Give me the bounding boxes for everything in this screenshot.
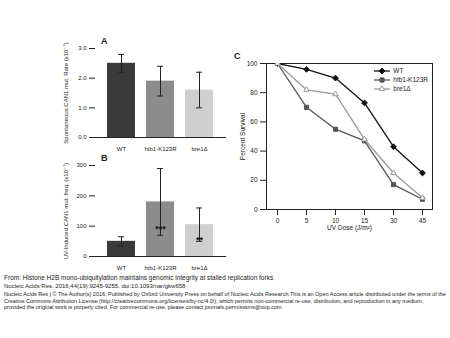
- html-text:From: Histone H2B mono-ubiquit: From: Histone H2B mono-ubiquitylation ma…: [4, 274, 274, 281]
- html-text:Nucleic Acids Res. 2016;44(19): Nucleic Acids Res. 2016;44(19):9245-9255…: [4, 283, 186, 289]
- svg-text:UV-Induced CAN1 mut. freq. (x1: UV-Induced CAN1 mut. freq. (x10⁻⁷): [63, 163, 69, 260]
- svg-text:20: 20: [250, 176, 258, 183]
- svg-text:bre1Δ: bre1Δ: [191, 146, 207, 152]
- html-text:Nucleic Acids Res | © The Auth: Nucleic Acids Res | © The Author(s) 2016…: [4, 291, 446, 311]
- svg-text:Spontaneous CAN1 mut. Rate (x1: Spontaneous CAN1 mut. Rate (x10⁻⁷): [63, 42, 69, 143]
- html-text:WT: WT: [393, 67, 404, 74]
- html-text:C: C: [234, 51, 241, 61]
- svg-text:htb1-K123R: htb1-K123R: [144, 265, 177, 271]
- svg-text:15: 15: [360, 217, 369, 225]
- svg-text:0: 0: [254, 206, 258, 213]
- svg-text:bre1Δ: bre1Δ: [191, 265, 207, 271]
- svg-text:100: 100: [247, 60, 258, 67]
- svg-text:***: ***: [155, 224, 166, 234]
- svg-text:2.0: 2.0: [78, 75, 87, 81]
- html-text:A: A: [101, 36, 108, 46]
- svg-text:0: 0: [276, 217, 280, 224]
- html-text:htb1-K123R: htb1-K123R: [393, 76, 428, 83]
- html-text:B: B: [101, 153, 108, 163]
- svg-text:200: 200: [76, 193, 87, 199]
- svg-text:80: 80: [250, 89, 258, 96]
- svg-text:300: 300: [76, 162, 87, 168]
- svg-text:0.0: 0.0: [78, 134, 87, 140]
- svg-text:htb1-K123R: htb1-K123R: [144, 146, 177, 152]
- svg-text:5: 5: [305, 217, 309, 224]
- svg-text:60: 60: [250, 118, 258, 125]
- svg-text:Percent Survival: Percent Survival: [239, 112, 246, 160]
- svg-text:3.0: 3.0: [78, 45, 87, 51]
- svg-text:UV Dose (J/m²): UV Dose (J/m²): [327, 224, 372, 232]
- svg-text:100: 100: [76, 223, 87, 229]
- svg-text:0: 0: [83, 253, 87, 259]
- svg-text:10: 10: [331, 217, 340, 225]
- svg-text:**: **: [196, 235, 204, 245]
- svg-text:WT: WT: [117, 265, 127, 271]
- html-text:bre1Δ: bre1Δ: [393, 85, 411, 92]
- svg-text:1.0: 1.0: [78, 105, 87, 111]
- svg-text:WT: WT: [117, 146, 127, 152]
- svg-text:40: 40: [250, 147, 258, 154]
- svg-text:30: 30: [390, 217, 398, 224]
- svg-text:45: 45: [419, 217, 427, 224]
